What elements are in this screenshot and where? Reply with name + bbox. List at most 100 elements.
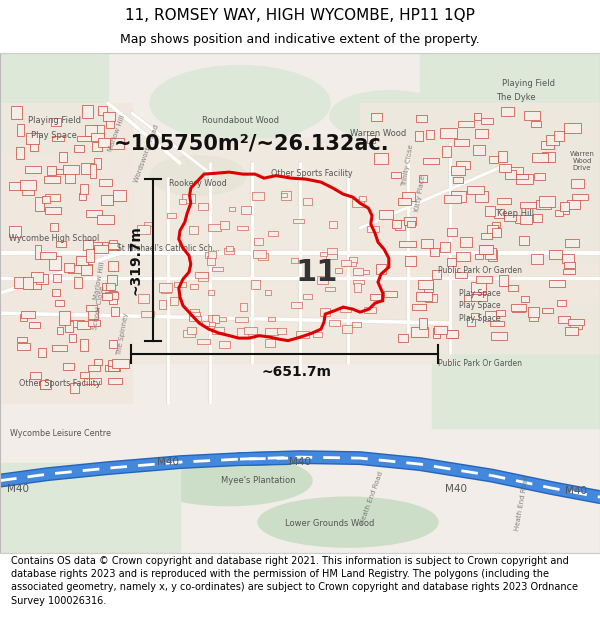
Bar <box>62 363 74 370</box>
Bar <box>98 139 110 147</box>
Bar <box>485 206 496 216</box>
Bar <box>447 228 457 236</box>
Bar <box>179 199 186 204</box>
Bar <box>415 131 423 141</box>
Bar <box>433 271 442 279</box>
Bar <box>144 222 152 226</box>
Bar <box>541 141 554 149</box>
Bar <box>265 328 278 336</box>
Bar <box>189 316 201 321</box>
Ellipse shape <box>150 156 246 196</box>
Bar <box>416 115 427 122</box>
Bar <box>446 329 458 338</box>
Bar <box>22 186 34 195</box>
Bar <box>493 229 502 237</box>
Bar <box>80 265 92 275</box>
Bar <box>497 198 511 204</box>
Bar <box>94 158 101 169</box>
Bar <box>416 292 432 301</box>
Bar <box>106 283 115 290</box>
Text: Heath End Road: Heath End Road <box>514 475 530 531</box>
Text: ~651.7m: ~651.7m <box>262 365 331 379</box>
Bar <box>440 127 457 138</box>
Bar <box>254 238 263 245</box>
Bar <box>419 175 427 182</box>
Bar <box>40 382 49 389</box>
Text: Marlow Hill: Marlow Hill <box>107 114 127 152</box>
Bar <box>421 239 433 248</box>
Bar <box>108 261 118 271</box>
Bar <box>251 280 260 289</box>
Bar <box>564 122 581 133</box>
Bar <box>444 196 461 203</box>
Text: Wycombe Leisure Centre: Wycombe Leisure Centre <box>10 429 110 438</box>
Text: Marlow Hill: Marlow Hill <box>92 261 106 300</box>
Bar <box>47 166 56 175</box>
Text: Playing Field: Playing Field <box>28 116 80 125</box>
Bar <box>475 129 488 139</box>
Bar <box>161 285 171 293</box>
Bar <box>109 240 116 250</box>
Bar <box>412 304 427 310</box>
Bar <box>218 341 230 348</box>
Bar <box>475 191 488 202</box>
Bar <box>542 152 555 162</box>
Bar <box>281 191 291 200</box>
Text: Map shows position and indicative extent of the property.: Map shows position and indicative extent… <box>120 33 480 46</box>
Bar <box>207 256 215 264</box>
Bar <box>467 186 484 194</box>
Bar <box>480 245 491 254</box>
Bar <box>367 226 379 232</box>
Bar <box>253 192 264 200</box>
Bar <box>65 321 73 332</box>
Bar <box>49 256 61 269</box>
Bar <box>55 300 64 306</box>
Bar <box>353 279 364 284</box>
Bar <box>451 166 465 175</box>
Text: Play Space: Play Space <box>459 289 501 298</box>
Bar <box>82 106 94 118</box>
Bar <box>325 287 335 291</box>
Bar <box>423 158 439 164</box>
Bar <box>498 151 507 162</box>
Bar <box>35 246 41 259</box>
Bar <box>499 276 508 286</box>
Bar <box>563 269 575 274</box>
Bar <box>208 224 221 231</box>
Bar <box>36 274 48 284</box>
Bar <box>559 316 569 323</box>
Bar <box>303 294 313 299</box>
Bar <box>159 283 172 291</box>
Bar <box>472 294 487 301</box>
Bar <box>26 132 39 144</box>
Bar <box>208 315 218 323</box>
Text: Public Park Or Garden: Public Park Or Garden <box>438 359 522 368</box>
Bar <box>475 254 482 259</box>
Bar <box>46 194 60 201</box>
Bar <box>508 285 518 291</box>
Text: ~105750m²/~26.132ac.: ~105750m²/~26.132ac. <box>114 133 390 153</box>
Bar <box>101 195 113 204</box>
Bar <box>464 295 475 301</box>
Text: Contains OS data © Crown copyright and database right 2021. This information is : Contains OS data © Crown copyright and d… <box>11 556 578 606</box>
Bar <box>572 194 588 200</box>
Bar <box>568 319 584 324</box>
Text: St Michael's Catholic Sch...: St Michael's Catholic Sch... <box>116 244 220 252</box>
Bar <box>0 53 108 153</box>
Bar <box>43 196 50 202</box>
Bar <box>364 308 376 312</box>
Bar <box>94 245 108 253</box>
Bar <box>442 146 451 157</box>
Bar <box>214 328 224 331</box>
Bar <box>110 138 124 149</box>
Bar <box>29 139 38 151</box>
Bar <box>520 202 536 208</box>
Text: Lower Grounds Wood: Lower Grounds Wood <box>286 519 374 528</box>
Text: Wordsworth Road: Wordsworth Road <box>134 123 160 183</box>
Bar <box>190 309 199 316</box>
Bar <box>349 258 357 263</box>
Bar <box>370 294 381 299</box>
Bar <box>226 246 233 251</box>
Bar <box>520 236 529 245</box>
Text: Keep Hill: Keep Hill <box>497 209 535 217</box>
